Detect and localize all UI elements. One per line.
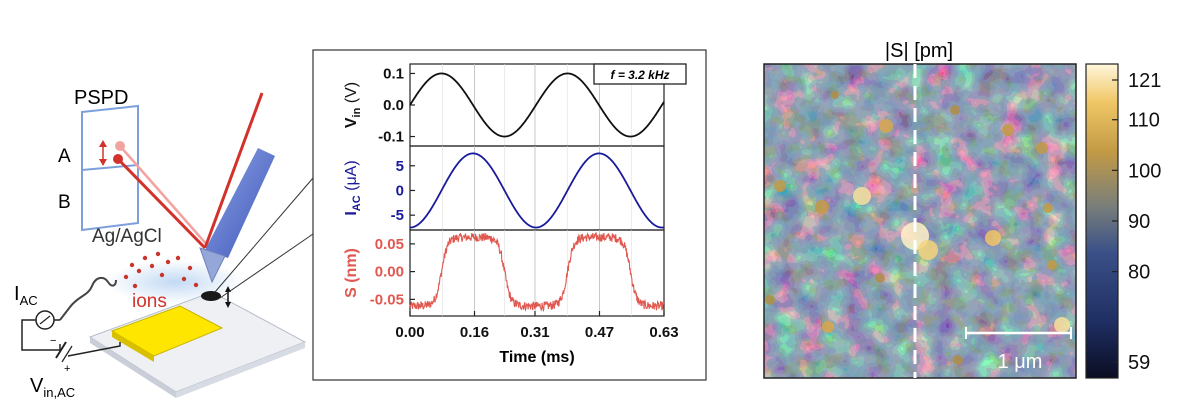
segment-a-label: A [58,146,71,167]
bright-feature [1043,203,1053,213]
voltage-label: Vin,AC [30,375,75,400]
bright-feature [879,119,893,133]
surface-map-figure: |S| [pm] 1 μm 121 110 100 90 80 59 [763,40,1161,379]
bright-feature [831,91,839,99]
colorbar-tick-label: 121 [1128,70,1161,92]
laser-reflected-faint [119,145,209,247]
y-tick-label: 0.05 [375,236,404,253]
bright-feature [950,105,960,115]
y-tick-label: -0.1 [378,129,404,146]
x-tick-label: 0.47 [585,324,614,341]
panel-frame [409,229,665,317]
bright-feature [918,240,938,260]
frequency-annotation: f = 3.2 kHz [610,68,669,82]
scale-bar-label: 1 μm [998,351,1043,373]
y-axis-label: S (nm) [343,248,360,298]
series-line [409,231,665,313]
bright-feature [1047,260,1057,270]
y-axis-label: Vin (V) [343,82,363,128]
series-line [409,72,665,138]
gold-electrode [110,305,224,357]
pspd-label: PSPD [74,87,128,109]
panel-3: 0.05 0.00 -0.05 S (nm) [343,229,665,317]
x-tick-label: 0.00 [395,324,424,341]
tip-contact [201,291,221,301]
colorbar-tick-label: 80 [1128,262,1150,284]
panel-2: 5 0 -5 IAC (μA) [343,145,665,231]
bright-feature [774,180,786,192]
y-tick-label: 0.00 [375,264,404,281]
zoom-line-bottom [219,233,314,299]
heatmap-image [764,64,1076,378]
time-series-figure: 0.1 0.0 -0.1 Vin (V) 5 0 -5 IAC (μA) 0.05 0.00 -0.… [312,49,707,381]
electrode-label: Ag/AgCl [92,226,162,247]
afm-tip [199,247,226,284]
battery-minus: − [50,335,56,347]
figure-frame [312,49,707,381]
bright-features [765,91,1070,365]
y-tick-label: 0.0 [383,97,404,114]
bright-feature [953,355,963,365]
heatmap-frame [763,63,1077,379]
colorbar-tick-label: 90 [1128,211,1150,233]
x-tick-label: 0.16 [460,324,489,341]
series-line [409,152,665,229]
battery-plus: + [64,363,70,375]
sample-substrate-edge [90,337,176,398]
current-label: IAC [14,283,38,308]
colorbar-tick-label: 59 [1128,352,1150,374]
schematic: PSPD A B [14,87,314,400]
pspd-divider [81,164,139,171]
ion-dots [123,251,199,289]
bright-feature [853,187,871,205]
segment-b-label: B [58,192,71,213]
circuit-wire [21,319,60,351]
x-tick-label: 0.63 [649,324,678,341]
colorbar-tick-label: 100 [1128,160,1161,182]
map-title: |S| [pm] [885,40,953,62]
y-tick-label: 0 [396,182,404,199]
ions-label: ions [132,291,167,312]
cantilever [205,148,275,258]
y-tick-label: -5 [391,207,404,224]
bright-feature [985,230,1001,246]
y-tick-label: 0.1 [383,65,404,82]
bright-feature [1036,142,1048,154]
bright-feature [765,295,775,305]
bright-feature [1054,317,1070,333]
y-tick-label: -0.05 [370,291,404,308]
laser-reflected [116,157,207,250]
bright-feature [1002,124,1014,136]
x-axis-label: Time (ms) [499,349,574,366]
laser-incident [203,92,264,249]
bright-feature [822,321,834,333]
colorbar-ticks: 121 110 100 90 80 59 [1112,70,1161,374]
plot-stack: 0.1 0.0 -0.1 Vin (V) 5 0 -5 IAC (μA) 0.05 0.00 -0.… [343,63,679,341]
frequency-annotation-box [593,63,687,85]
x-tick-label: 0.31 [520,324,549,341]
zoom-line-top [214,177,314,293]
y-tick-label: 5 [396,158,404,175]
reference-electrode-wire [59,276,117,321]
bright-feature [875,273,885,283]
colorbar-tick-label: 110 [1128,110,1160,132]
y-axis-label: IAC (μA) [343,160,363,215]
bright-feature [815,200,829,214]
